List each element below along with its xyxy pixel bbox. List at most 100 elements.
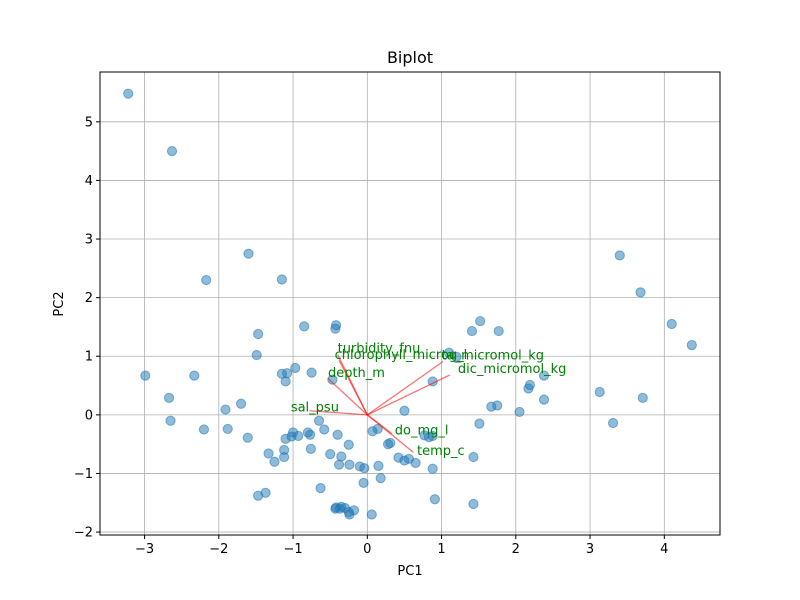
- data-point: [315, 483, 326, 494]
- data-point: [253, 328, 264, 340]
- data-point: [333, 459, 345, 470]
- y-tick-label: 1: [85, 350, 93, 365]
- data-point: [475, 315, 486, 327]
- data-point: [306, 367, 317, 378]
- y-tick-label: 0: [85, 408, 93, 423]
- data-point: [276, 274, 288, 285]
- loading-arrow: [309, 410, 368, 416]
- data-point: [332, 429, 343, 440]
- data-point: [166, 146, 178, 157]
- data-point: [319, 424, 330, 435]
- points-layer: [123, 88, 697, 520]
- data-point: [538, 394, 550, 405]
- x-tick-label: −1: [283, 542, 302, 557]
- x-tick-label: 3: [586, 542, 594, 557]
- loading-label: depth_m: [328, 366, 385, 381]
- y-tick-label: 4: [85, 174, 93, 189]
- data-point: [372, 423, 383, 435]
- y-tick-label: 3: [85, 233, 93, 248]
- data-point: [260, 487, 271, 498]
- loading-label: sal_psu: [291, 401, 339, 416]
- data-point: [330, 323, 341, 334]
- data-point: [269, 456, 280, 467]
- data-point: [359, 463, 370, 474]
- data-point: [366, 509, 377, 520]
- data-point: [348, 505, 360, 516]
- data-point: [280, 376, 291, 387]
- data-point: [468, 498, 479, 510]
- x-tick-label: 4: [660, 542, 668, 557]
- plot-frame: [99, 71, 721, 536]
- data-point: [343, 439, 354, 450]
- data-point: [299, 321, 310, 332]
- data-point: [686, 340, 697, 351]
- data-point: [427, 463, 438, 474]
- data-point: [399, 405, 410, 416]
- data-point: [336, 501, 347, 512]
- x-tick-label: 2: [512, 542, 520, 557]
- data-point: [524, 379, 536, 391]
- data-point: [666, 318, 677, 330]
- data-point: [279, 451, 290, 463]
- loading-arrow: [327, 378, 368, 416]
- loading-arrow: [338, 360, 368, 416]
- data-point: [594, 386, 605, 398]
- data-point: [305, 429, 316, 440]
- data-point: [637, 392, 648, 403]
- data-point: [410, 457, 421, 469]
- loading-label: dic_micromol_kg: [458, 362, 566, 377]
- x-tick-label: −3: [135, 542, 154, 557]
- data-point: [313, 415, 325, 426]
- data-point: [493, 325, 504, 337]
- data-point: [235, 398, 247, 409]
- data-point: [198, 424, 210, 435]
- data-point: [443, 347, 455, 358]
- y-tick-label: 2: [85, 291, 93, 306]
- grid-layer: [100, 72, 720, 535]
- data-point: [635, 287, 646, 298]
- y-tick-label: −1: [74, 467, 93, 482]
- data-point: [614, 250, 625, 261]
- data-point: [373, 460, 384, 471]
- data-point: [514, 406, 525, 418]
- loading-label: temp_c: [417, 444, 465, 459]
- loading-label: ta_micromol_kg: [442, 348, 545, 363]
- data-point: [375, 473, 386, 484]
- x-axis-label: PC1: [397, 564, 422, 579]
- y-tick-label: 5: [85, 115, 93, 130]
- data-point: [429, 494, 440, 505]
- data-point: [251, 349, 262, 361]
- loading-arrows-layer: [309, 354, 451, 453]
- loading-label: chlorophyll_microg_l: [335, 348, 468, 363]
- data-point: [358, 477, 369, 488]
- data-point: [385, 437, 396, 449]
- data-point: [327, 374, 338, 385]
- data-point: [220, 404, 231, 415]
- data-point: [163, 392, 175, 403]
- y-tick-label: −2: [74, 526, 93, 541]
- data-point: [293, 430, 304, 442]
- loading-arrow: [366, 414, 414, 453]
- chart-title: Biplot: [387, 48, 433, 67]
- loading-label: do_mg_l: [395, 424, 449, 439]
- data-point: [607, 417, 619, 429]
- data-point: [466, 325, 478, 337]
- data-point: [344, 459, 355, 470]
- x-tick-label: 1: [437, 542, 445, 557]
- data-point: [325, 449, 336, 460]
- data-point: [201, 274, 212, 286]
- x-tick-label: 0: [363, 542, 371, 557]
- data-point: [538, 370, 550, 381]
- data-point: [474, 418, 485, 429]
- data-point: [123, 88, 134, 99]
- loading-arrow: [366, 360, 444, 416]
- data-point: [305, 443, 316, 454]
- data-point: [242, 432, 253, 443]
- data-point: [282, 368, 293, 379]
- y-axis-label: PC2: [52, 291, 67, 316]
- data-point: [189, 370, 200, 381]
- data-point: [427, 430, 438, 442]
- data-point: [468, 451, 479, 463]
